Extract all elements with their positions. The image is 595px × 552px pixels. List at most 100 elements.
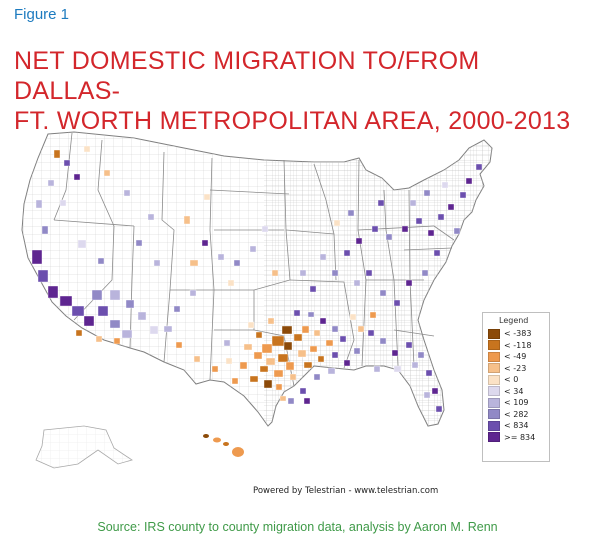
county-patch [331, 269, 339, 277]
county-patch [405, 341, 413, 349]
county-patch [193, 355, 201, 363]
county-patch [53, 149, 61, 159]
county-patch [97, 305, 109, 317]
county-patch [293, 309, 301, 317]
county-patch [379, 289, 387, 297]
legend-item: < 834 [483, 420, 549, 432]
county-patch [73, 173, 81, 181]
county-patch [31, 249, 43, 265]
county-patch [401, 225, 409, 233]
map-canvas [21, 131, 493, 469]
legend-item: >= 834 [483, 432, 549, 444]
county-patch [385, 233, 393, 241]
county-patch [211, 365, 219, 373]
county-patch [75, 329, 83, 337]
county-patch [299, 387, 307, 395]
county-patch [35, 199, 43, 209]
county-patch [435, 405, 443, 413]
county-patch [83, 145, 91, 153]
county-patch [309, 345, 318, 353]
county-patch [95, 335, 103, 343]
county-patch [273, 369, 284, 378]
county-patch [189, 259, 199, 267]
county-patch [417, 351, 425, 359]
county-patch [405, 279, 413, 287]
county-grid-east [264, 140, 492, 426]
county-patch [163, 325, 173, 333]
county-patch [267, 317, 275, 325]
county-patch [377, 199, 385, 207]
county-patch [433, 249, 441, 257]
title-line-1: NET DOMESTIC MIGRATION TO/FROM DALLAS- [14, 47, 480, 105]
county-patch [249, 375, 259, 383]
legend-label: < -49 [504, 352, 527, 362]
county-patch [109, 289, 121, 301]
county-patch [59, 295, 73, 307]
county-patch [365, 269, 373, 277]
county-patch [431, 387, 439, 395]
county-patch [71, 305, 85, 317]
county-patch [313, 329, 321, 337]
county-patch [201, 239, 209, 247]
county-patch [249, 245, 257, 253]
county-patch [373, 365, 381, 373]
legend-label: < 109 [504, 398, 529, 408]
county-patch [309, 285, 317, 293]
county-patch [261, 343, 273, 354]
county-patch [265, 357, 276, 366]
county-patch [271, 335, 285, 347]
county-patch [411, 361, 419, 369]
county-patch [227, 279, 235, 287]
county-patch [91, 289, 103, 301]
legend-title: Legend [499, 316, 529, 325]
county-patch [147, 213, 155, 221]
county-patch [353, 279, 361, 287]
legend-item: < 282 [483, 409, 549, 421]
county-patch [41, 225, 49, 235]
county-patch [279, 395, 287, 402]
county-patch [277, 353, 289, 363]
map-title: NET DOMESTIC MIGRATION TO/FROM DALLAS- F… [14, 46, 584, 136]
county-patch [343, 359, 351, 367]
county-patch [393, 299, 401, 307]
county-patch [409, 199, 417, 207]
county-patch [247, 321, 255, 329]
county-patch [239, 361, 248, 370]
county-patch [137, 311, 147, 321]
state-boundaries [53, 132, 455, 387]
county-patch [325, 339, 334, 347]
legend-swatch [488, 351, 500, 362]
legend-swatch [488, 386, 500, 397]
county-patch [317, 355, 325, 363]
legend-item: < 0 [483, 374, 549, 386]
figure-label: Figure 1 [14, 6, 70, 23]
legend-label: < 0 [504, 375, 519, 385]
legend-swatch [488, 409, 500, 420]
county-patch [423, 391, 431, 399]
county-patch [437, 213, 445, 221]
county-patch [307, 311, 315, 318]
county-patch [113, 337, 121, 345]
county-patch [327, 367, 336, 375]
source-note: Source: IRS county to county migration d… [97, 520, 498, 534]
county-patch [447, 203, 455, 211]
legend-item: < 109 [483, 397, 549, 409]
county-patch [253, 351, 263, 360]
legend-label: < 282 [504, 409, 529, 419]
county-patch [313, 373, 321, 381]
county-patch [225, 357, 233, 365]
county-patch [103, 169, 111, 177]
county-patch [223, 339, 231, 347]
legend-swatch [488, 340, 500, 351]
county-patch [393, 365, 402, 373]
county-patch [353, 347, 361, 355]
county-patch [465, 177, 473, 185]
county-patch [59, 199, 67, 207]
county-patch [175, 341, 183, 349]
county-patch [189, 289, 197, 297]
county-patch [349, 313, 357, 321]
county-patch [63, 159, 71, 167]
legend-item: < -49 [483, 351, 549, 363]
county-patch [371, 225, 379, 233]
county-patch [259, 365, 269, 373]
